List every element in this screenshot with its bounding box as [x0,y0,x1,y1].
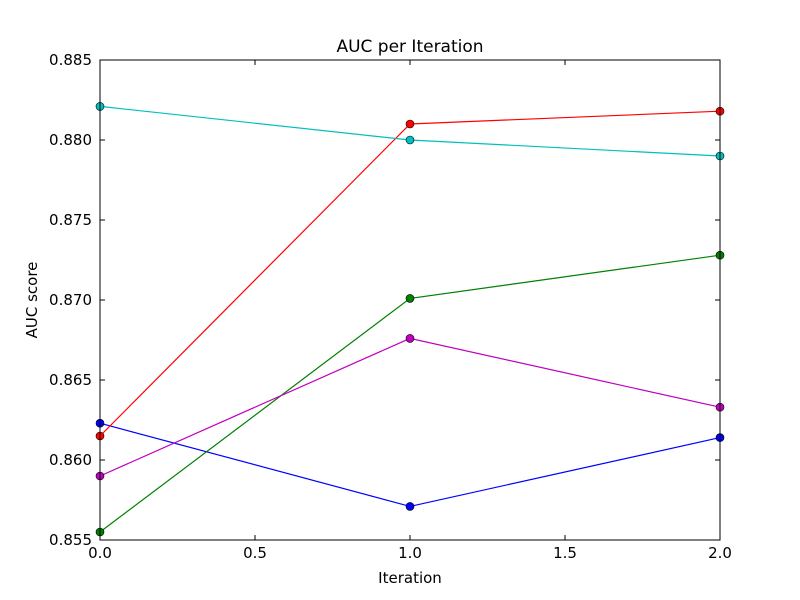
series-1 [95,250,725,537]
series-1-point-1 [405,294,415,303]
series-2 [95,106,725,441]
y-tick-label: 0.860 [49,451,92,469]
y-axis-label: AUC score [23,262,41,339]
series-0 [95,418,725,511]
x-tick-label: 2.0 [708,544,732,562]
series-2-point-1 [405,119,415,129]
series-3 [95,102,725,161]
y-tick-label: 0.865 [49,371,92,389]
series-3-point-1 [405,135,415,145]
series-4-point-1 [405,334,415,343]
ticks-layer: 0.0 0.5 1.0 1.5 2.0 0.855 0.860 0.865 0.870 0.875… [49,51,732,562]
x-tick-label: 0.5 [243,544,267,562]
x-tick-label: 0.0 [88,544,112,562]
plot-frame [99,59,721,541]
series-4-line [99,337,721,477]
y-tick-label: 0.855 [49,531,92,549]
y-tick-label: 0.880 [49,131,92,149]
series-0-point-1 [405,502,415,511]
y-tick-label: 0.870 [49,291,92,309]
x-tick-label: 1.0 [398,544,422,562]
series-layer [95,102,725,537]
series-0-line [99,422,721,508]
y-tick-label: 0.875 [49,211,92,229]
series-2-line [99,110,721,437]
x-tick-label: 1.5 [553,544,577,562]
y-tick-label: 0.885 [49,51,92,69]
series-3-line [99,105,721,157]
chart-title: AUC per Iteration [336,37,483,57]
x-axis-label: Iteration [378,569,442,587]
